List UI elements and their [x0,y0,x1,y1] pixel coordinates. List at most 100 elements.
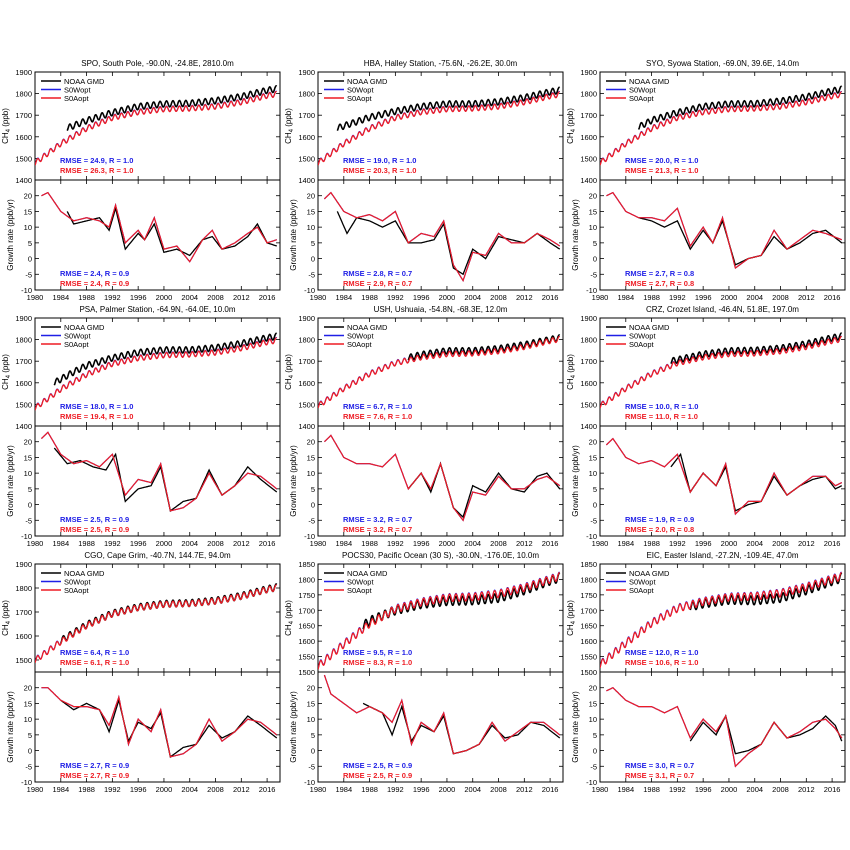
growth-rmse-s0wopt: RMSE = 2.4, R = 0.9 [60,269,129,278]
bottom-y-axis-label: Growth rate (ppb/yr) [6,691,15,763]
y-tick-label: 1800 [15,336,32,345]
y-tick-label: 1800 [298,575,315,584]
x-tick-label: 2004 [181,785,198,794]
rmse-s0aopt: RMSE = 7.6, R = 1.0 [343,412,412,421]
growth-y-tick-label: 0 [311,501,315,510]
growth-series-line [53,447,278,513]
x-tick-label: 1992 [104,539,121,548]
growth-y-tick-label: 10 [24,715,32,724]
y-tick-label: 1850 [580,560,597,569]
growth-rmse-s0aopt: RMSE = 2.7, R = 0.9 [60,771,129,780]
bottom-plot-frame [317,671,564,783]
growth-y-tick-label: -10 [21,286,32,295]
x-tick-label: 2000 [721,539,738,548]
growth-y-tick-label: 0 [593,747,597,756]
x-tick-label: 1984 [335,539,352,548]
legend-label: S0Aopt [64,94,90,103]
x-tick-label: 1980 [310,293,327,302]
x-tick-label: 2000 [156,785,173,794]
series-line [637,85,843,130]
legend-label: NOAA GMD [64,323,105,332]
series-line [35,584,278,664]
x-tick-label: 2016 [542,785,559,794]
x-tick-label: 1988 [78,539,95,548]
y-tick-label: 1700 [580,111,597,120]
y-tick-label: 1500 [298,668,315,677]
x-tick-label: 1996 [695,293,712,302]
x-tick-label: 1984 [617,785,634,794]
growth-y-tick-label: -10 [586,778,597,787]
x-tick-label: 1996 [130,293,147,302]
y-tick-label: 1500 [15,154,32,163]
bottom-plot-frame [34,671,281,783]
legend-label: S0Aopt [629,586,655,595]
growth-series-line [323,191,561,283]
y-tick-label: 1400 [298,176,315,185]
growth-series-line [40,431,278,512]
y-tick-label: 1400 [580,176,597,185]
growth-series-line [41,191,277,263]
growth-y-tick-label: 5 [311,239,315,248]
x-tick-label: 2000 [721,293,738,302]
growth-y-tick-label: 10 [589,715,597,724]
legend-label: S0Aopt [347,340,373,349]
x-tick-label: 1996 [130,785,147,794]
x-tick-label: 2000 [156,539,173,548]
y-tick-label: 1850 [298,560,315,569]
x-tick-label: 1984 [617,293,634,302]
y-tick-label: 1600 [15,379,32,388]
rmse-s0wopt: RMSE = 6.4, R = 1.0 [60,648,129,657]
growth-y-tick-label: -10 [21,778,32,787]
x-tick-label: 2012 [516,293,533,302]
growth-rmse-s0wopt: RMSE = 2.5, R = 0.9 [343,761,412,770]
x-tick-label: 2012 [516,539,533,548]
x-tick-label: 1980 [27,293,44,302]
x-tick-label: 2000 [721,785,738,794]
legend-label: S0Wopt [347,332,374,341]
top-y-axis-label: CH4 (ppb) [566,108,577,144]
x-tick-label: 2016 [259,293,276,302]
growth-y-tick-label: 0 [593,255,597,264]
rmse-s0aopt: RMSE = 26.3, R = 1.0 [60,166,133,175]
top-y-axis-label: CH4 (ppb) [1,354,12,390]
x-tick-label: 2004 [181,539,198,548]
y-tick-label: 1750 [580,591,597,600]
x-tick-label: 1988 [361,539,378,548]
legend-label: S0Wopt [629,332,656,341]
bottom-plot-frame [317,179,564,291]
bottom-y-axis-label: Growth rate (ppb/yr) [6,445,15,517]
rmse-s0wopt: RMSE = 12.0, R = 1.0 [625,648,698,657]
y-tick-label: 1500 [298,400,315,409]
top-y-axis-label: CH4 (ppb) [284,108,295,144]
growth-series-line [362,702,561,755]
x-tick-label: 1996 [695,785,712,794]
rmse-s0aopt: RMSE = 19.4, R = 1.0 [60,412,133,421]
growth-series-line [407,461,561,519]
top-y-axis-label: CH4 (ppb) [284,354,295,390]
y-tick-label: 1700 [15,357,32,366]
legend-label: NOAA GMD [629,323,670,332]
growth-y-tick-label: 10 [307,715,315,724]
growth-y-tick-label: -10 [586,532,597,541]
series-line [362,572,561,630]
y-tick-label: 1400 [298,422,315,431]
bottom-y-axis-label: Growth rate (ppb/yr) [289,199,298,271]
growth-series-line [40,431,278,512]
x-tick-label: 2008 [207,293,224,302]
growth-rmse-s0wopt: RMSE = 3.2, R = 0.7 [343,515,412,524]
series-line [318,336,561,409]
growth-y-tick-label: 5 [311,731,315,740]
growth-series-line [66,205,277,257]
growth-series-line [41,687,278,758]
x-tick-label: 2004 [464,539,481,548]
rmse-s0aopt: RMSE = 10.6, R = 1.0 [625,658,698,667]
y-tick-label: 1900 [15,560,32,569]
y-tick-label: 1500 [15,656,32,665]
y-tick-label: 1600 [580,133,597,142]
y-tick-label: 1900 [298,314,315,323]
growth-y-tick-label: 10 [589,223,597,232]
growth-y-tick-label: 10 [307,469,315,478]
x-tick-label: 1996 [130,539,147,548]
growth-y-tick-label: 15 [24,699,32,708]
series-line [689,573,843,611]
